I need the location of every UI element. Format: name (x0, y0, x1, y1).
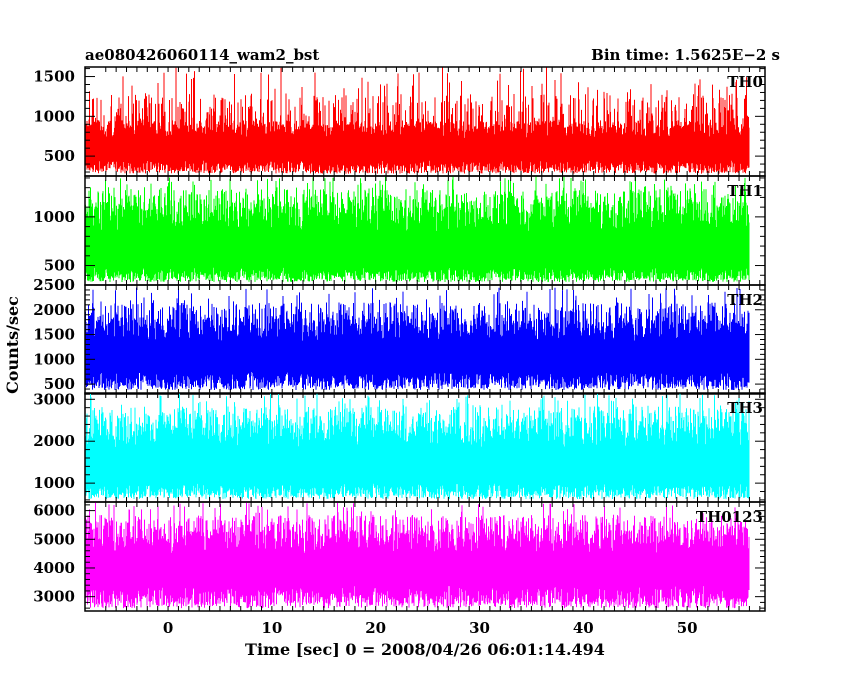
panel-th1: 500 1000 TH1 (33, 175, 766, 286)
panel-label-th2: TH2 (727, 291, 763, 309)
panel-th0123: 3000 4000 5000 6000 TH0123 (33, 501, 766, 612)
series-line-th0123 (85, 502, 750, 609)
series-line-th0 (85, 67, 750, 174)
y-tick-label: 1000 (33, 474, 75, 492)
y-axis-title: Counts/sec (3, 296, 22, 394)
y-tick-label: 500 (44, 257, 75, 275)
panel-label-th1: TH1 (727, 182, 763, 200)
x-tick-label: 50 (677, 619, 698, 637)
y-tick-label: 4000 (33, 559, 75, 577)
y-tick-label: 1000 (33, 107, 75, 125)
panel-th0: 500 1000 1500 TH0 (33, 66, 766, 177)
x-axis-title: Time [sec] 0 = 2008/04/26 06:01:14.494 (245, 640, 605, 659)
y-tick-label: 3000 (33, 588, 75, 606)
y-tick-label: 2000 (33, 301, 75, 319)
series-line-th3 (85, 393, 750, 500)
panel-label-th0123: TH0123 (696, 508, 763, 526)
y-tick-label: 1000 (33, 208, 75, 226)
panel-label-th0: TH0 (727, 73, 763, 91)
x-tick-label: 20 (365, 619, 386, 637)
series-line-th1 (85, 176, 750, 283)
y-tick-label: 2500 (33, 276, 75, 294)
y-tick-label: 500 (44, 375, 75, 393)
series-line-th2 (85, 287, 750, 390)
x-axis: 0 10 20 30 40 50 (163, 619, 698, 637)
x-tick-label: 0 (163, 619, 173, 637)
panel-th2: 500 1000 1500 2000 2500 TH2 (33, 276, 766, 395)
chart-title-left: ae080426060114_wam2_bst (85, 46, 319, 64)
y-tick-label: 1500 (33, 68, 75, 86)
x-tick-label: 30 (469, 619, 490, 637)
y-tick-label: 2000 (33, 432, 75, 450)
x-tick-label: 10 (261, 619, 282, 637)
panels: 500 1000 1500 TH0 500 1000 TH1 500 1000 1500 2000 2… (33, 66, 766, 612)
y-tick-label: 5000 (33, 530, 75, 548)
chart-title-right: Bin time: 1.5625E−2 s (591, 46, 780, 64)
y-tick-label: 500 (44, 147, 75, 165)
panel-label-th3: TH3 (727, 399, 763, 417)
y-tick-label: 1000 (33, 350, 75, 368)
y-tick-label: 1500 (33, 326, 75, 344)
x-tick-label: 40 (573, 619, 594, 637)
panel-th3: 1000 2000 3000 TH3 (33, 390, 766, 503)
y-tick-label: 3000 (33, 390, 75, 408)
y-tick-label: 6000 (33, 502, 75, 520)
